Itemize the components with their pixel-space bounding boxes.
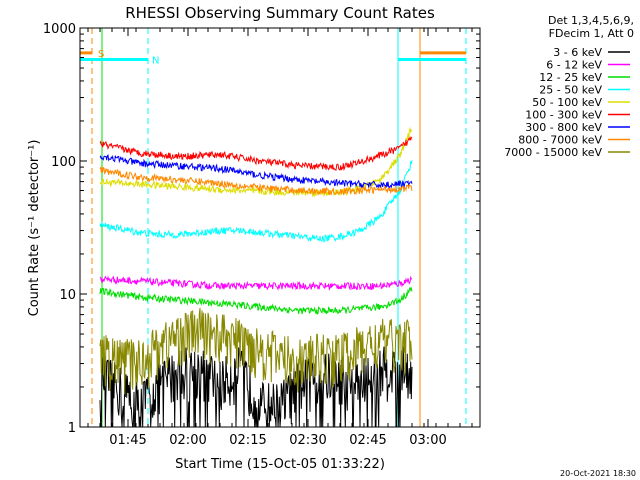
y-tick-label: 100 bbox=[51, 155, 76, 170]
legend-label: 12 - 25 keV bbox=[539, 71, 602, 84]
series-line bbox=[99, 154, 413, 189]
y-tick-label: 1000 bbox=[43, 22, 76, 37]
marker-label: S bbox=[98, 49, 104, 60]
x-tick-label: 03:00 bbox=[409, 433, 446, 448]
legend-label: 3 - 6 keV bbox=[553, 46, 602, 59]
series-line bbox=[99, 135, 413, 172]
x-tick-label: 02:15 bbox=[229, 433, 266, 448]
legend-label: 7000 - 15000 keV bbox=[504, 146, 602, 159]
series-line bbox=[99, 160, 413, 243]
y-axis-label: Count Rate (s⁻¹ detector⁻¹) bbox=[27, 140, 42, 317]
y-tick-label: 10 bbox=[59, 288, 76, 303]
x-tick-label: 02:30 bbox=[289, 433, 326, 448]
series-line bbox=[99, 166, 413, 196]
series-line bbox=[99, 286, 413, 315]
x-tick-label: 01:45 bbox=[109, 433, 146, 448]
legend-header-line-1: Det 1,3,4,5,6,9, bbox=[548, 14, 634, 27]
legend-label: 50 - 100 keV bbox=[532, 96, 602, 109]
x-tick-label: 02:00 bbox=[169, 433, 206, 448]
legend-header-line-2: FDecim 1, Att 0 bbox=[549, 27, 634, 40]
marker-label: N bbox=[152, 55, 159, 66]
y-tick-label: 1 bbox=[68, 421, 76, 436]
series-line bbox=[99, 307, 413, 395]
chart-title: RHESSI Observing Summary Count Rates bbox=[125, 4, 435, 22]
legend-label: 800 - 7000 keV bbox=[518, 134, 602, 147]
x-tick-label: 02:45 bbox=[349, 433, 386, 448]
plot-area: 1 10 100 1000 01:45 02:00 02:15 02:30 02:45 03:00… bbox=[43, 22, 480, 448]
legend-label: 6 - 12 keV bbox=[546, 59, 602, 72]
legend-label: 100 - 300 keV bbox=[525, 109, 602, 122]
plot-frame bbox=[79, 27, 481, 428]
x-axis-label: Start Time (15-Oct-05 01:33:22) bbox=[175, 457, 385, 472]
series-line bbox=[99, 275, 412, 291]
legend-label: 300 - 800 keV bbox=[525, 121, 602, 134]
footer-date: 20-Oct-2021 18:30 bbox=[560, 469, 636, 478]
legend-label: 25 - 50 keV bbox=[539, 84, 602, 97]
